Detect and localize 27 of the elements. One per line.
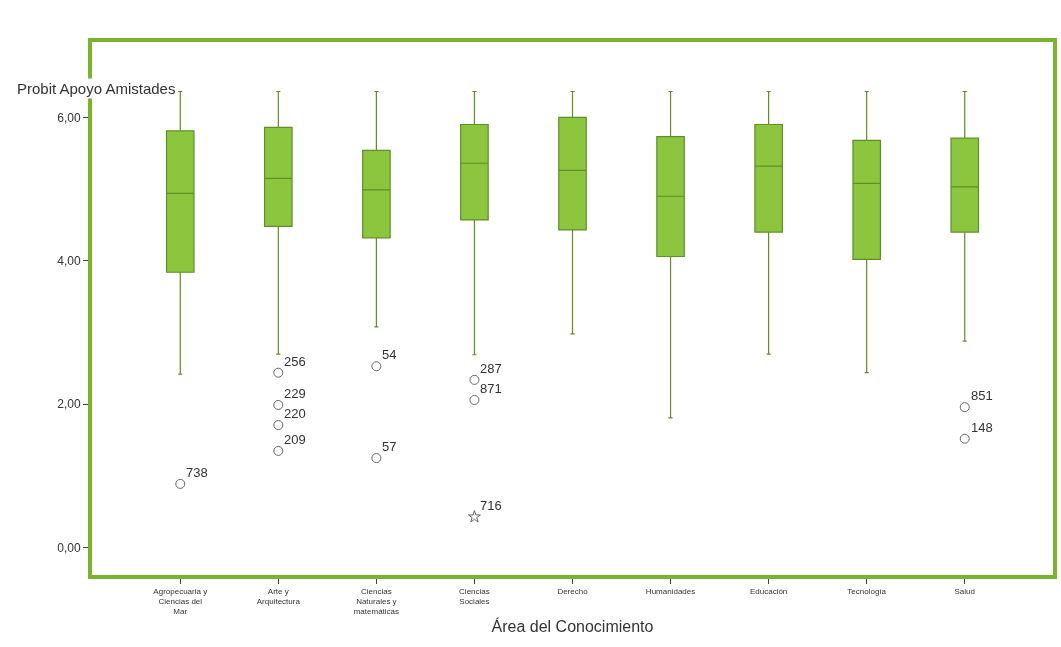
x-tick-label: Ciencias Naturales y matemáticas <box>353 586 400 617</box>
y-tick-label: 4,00 <box>57 254 81 268</box>
x-tick-label: Agropecuaria y Ciencias del Mar <box>153 586 208 617</box>
annotation: 256 <box>284 354 306 369</box>
annotation: 871 <box>480 381 502 396</box>
annotation: 54 <box>382 347 397 362</box>
x-tick-label: Derecho <box>557 586 589 596</box>
annotation: 220 <box>284 406 306 421</box>
x-tick-label: Salud <box>954 586 975 596</box>
x-tick-label: Tecnología <box>847 586 887 596</box>
annotation: 716 <box>480 498 502 513</box>
annotation: 148 <box>971 420 993 435</box>
y-tick-label: 0,00 <box>57 540 81 555</box>
annotation: 57 <box>382 439 397 454</box>
annotation: 229 <box>284 386 306 401</box>
annotation: 738 <box>186 465 208 480</box>
x-axis-title: Área del Conocimiento <box>491 616 654 635</box>
annotation: 209 <box>284 432 306 447</box>
y-axis-title: Probit Apoyo Amistades <box>17 80 176 97</box>
y-tick-label: 6,00 <box>57 110 81 125</box>
y-tick-label: 2,00 <box>57 397 81 412</box>
x-tick-label: Arte y Arquitectura <box>256 586 301 606</box>
x-tick-label: Humanidades <box>645 586 696 596</box>
x-tick-label: Educación <box>749 586 788 596</box>
annotation: 287 <box>480 361 502 376</box>
x-tick-label: Ciencias Sociales <box>459 586 490 606</box>
annotation: 851 <box>971 388 993 403</box>
